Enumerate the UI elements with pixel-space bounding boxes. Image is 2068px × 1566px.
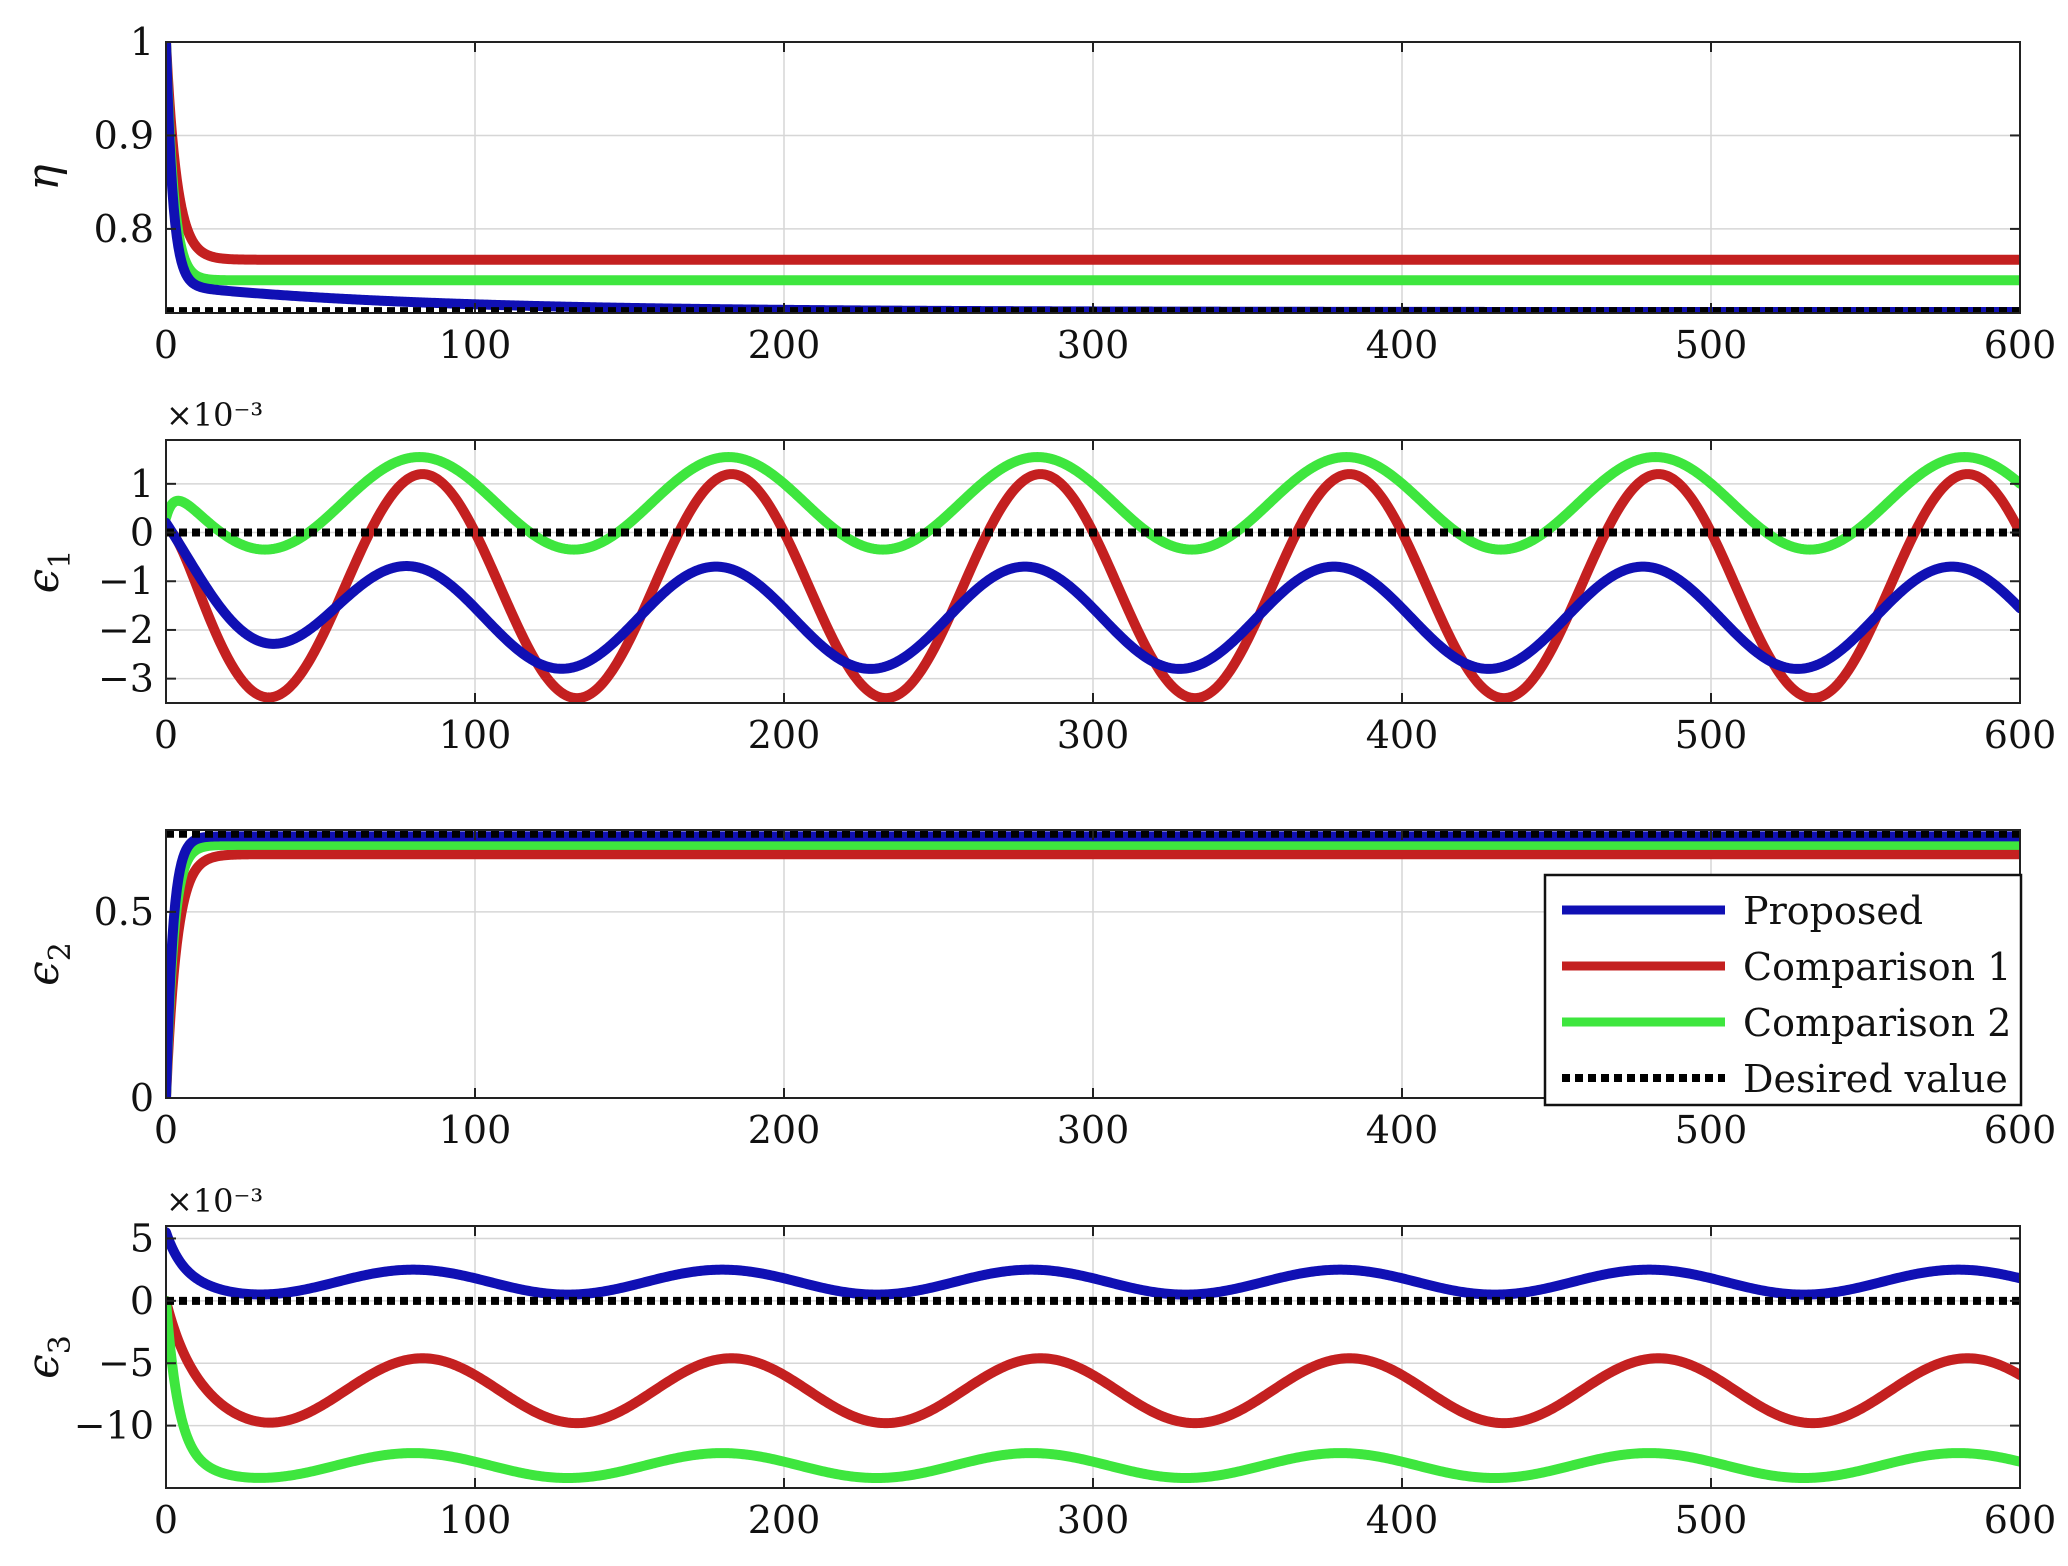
x-tick-label: 600	[1984, 323, 2057, 367]
x-tick-label: 200	[748, 713, 821, 757]
y-axis-label: ϵ1	[18, 550, 78, 594]
x-tick-label: 300	[1057, 323, 1130, 367]
series-line-comparison2	[166, 42, 2020, 286]
y-tick-label: 0.9	[94, 113, 154, 157]
y-tick-label: 1	[130, 20, 154, 64]
x-tick-label: 400	[1366, 1498, 1439, 1542]
panel-2: 0 100 200 300 400 500 600−3−2−101×10⁻³ϵ1	[18, 396, 2056, 757]
x-tick-label: 400	[1366, 323, 1439, 367]
y-tick-label: −3	[98, 657, 154, 701]
x-tick-label: 0	[154, 1108, 178, 1152]
x-tick-label: 100	[439, 713, 512, 757]
series-line-comparison1	[166, 42, 2020, 265]
legend-label-desired: Desired value	[1743, 1057, 2008, 1101]
x-tick-label: 200	[748, 1108, 821, 1152]
y-tick-label: −10	[74, 1404, 154, 1448]
y-axis-label: ϵ2	[18, 942, 78, 986]
panel-4: 0 100 200 300 400 500 600 −10 −5 0 5 ×10⁻³ ϵ3	[18, 1182, 2056, 1542]
legend: Proposed Comparison 1 Comparison 2 Desir…	[1543, 873, 2023, 1107]
x-tick-label: 300	[1057, 1108, 1130, 1152]
series-line-comparison2	[166, 839, 2020, 1098]
x-tick-label: 600	[1984, 1498, 2057, 1542]
x-tick-label: 300	[1057, 713, 1130, 757]
x-tick-label: 500	[1675, 713, 1748, 757]
x-tick-label: 500	[1675, 1108, 1748, 1152]
x-tick-label: 400	[1366, 1108, 1439, 1152]
series-line-proposed	[166, 1227, 2020, 1300]
x-tick-label: 200	[748, 1498, 821, 1542]
series-line-comparison2	[166, 1295, 2020, 1484]
y-tick-label: −5	[98, 1341, 154, 1385]
series-line-proposed	[166, 517, 2020, 674]
x-tick-label: 300	[1057, 1498, 1130, 1542]
legend-label-comparison1: Comparison 1	[1743, 945, 2011, 989]
y-tick-label: −2	[98, 608, 154, 652]
legend-label-proposed: Proposed	[1743, 889, 1923, 933]
x-tick-label: 100	[439, 1498, 512, 1542]
y-tick-label: 0	[130, 1279, 154, 1323]
y-tick-label: 0	[130, 1076, 154, 1120]
y-tick-label: 1	[130, 462, 154, 506]
x-tick-label: 0	[154, 323, 178, 367]
panel-1: 0 100 200 300 400 500 600 0.8 0.9 1 η	[18, 20, 2056, 367]
x-tick-label: 600	[1984, 1108, 2057, 1152]
legend-label-comparison2: Comparison 2	[1743, 1001, 2011, 1045]
y-tick-label: 0.8	[94, 207, 154, 251]
series-line-comparison1	[166, 849, 2020, 1098]
x-tick-label: 400	[1366, 713, 1439, 757]
y-axis-label: ϵ3	[18, 1335, 78, 1379]
axis-multiplier: ×10⁻³	[166, 396, 263, 434]
axis-multiplier: ×10⁻³	[166, 1182, 263, 1220]
x-tick-label: 100	[439, 323, 512, 367]
series-line-comparison1	[166, 1295, 2020, 1429]
x-tick-label: 500	[1675, 323, 1748, 367]
y-tick-label: 5	[130, 1216, 154, 1260]
x-tick-label: 200	[748, 323, 821, 367]
y-tick-label: −1	[98, 559, 154, 603]
y-tick-label: 0	[130, 511, 154, 555]
x-tick-label: 500	[1675, 1498, 1748, 1542]
y-axis-label: η	[18, 164, 69, 190]
x-tick-label: 0	[154, 713, 178, 757]
x-tick-label: 0	[154, 1498, 178, 1542]
y-tick-label: 0.5	[94, 890, 154, 934]
x-tick-label: 600	[1984, 713, 2057, 757]
series-line-comparison2	[166, 452, 2020, 555]
x-tick-label: 100	[439, 1108, 512, 1152]
